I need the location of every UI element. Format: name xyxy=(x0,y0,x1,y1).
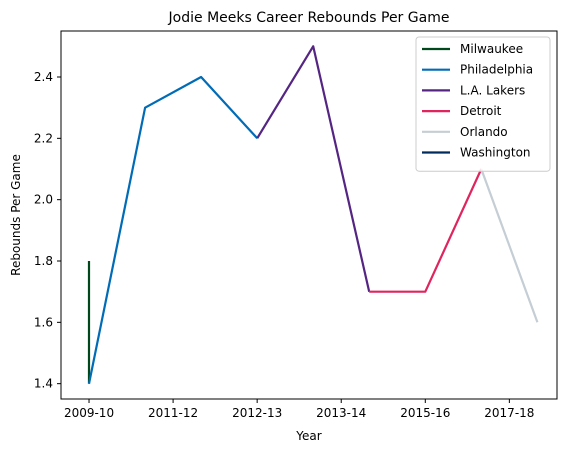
legend-label: Washington xyxy=(460,146,531,160)
y-tick-label: 1.4 xyxy=(34,377,53,391)
legend-label: Milwaukee xyxy=(460,42,523,56)
x-axis-label: Year xyxy=(295,429,321,443)
series-line-2 xyxy=(256,45,371,292)
y-tick-label: 1.8 xyxy=(34,254,53,268)
x-axis: 2009-10 2011-12 2012-13 2013-14 2015-16 2017-… xyxy=(64,399,534,420)
y-tick-label: 2.4 xyxy=(34,70,53,84)
x-tick-label: 2017-18 xyxy=(484,406,534,420)
series-line-1 xyxy=(87,75,259,384)
x-tick-label: 2015-16 xyxy=(400,406,450,420)
legend-label: Orlando xyxy=(460,125,508,139)
y-tick-label: 1.6 xyxy=(34,315,53,329)
plot-frame xyxy=(60,30,558,400)
series-layer xyxy=(87,45,539,384)
y-tick-label: 2.2 xyxy=(34,131,53,145)
x-tick-label: 2012-13 xyxy=(232,406,282,420)
chart-title: Jodie Meeks Career Rebounds Per Game xyxy=(168,10,450,26)
y-tick-label: 2.0 xyxy=(34,193,53,207)
legend-label: Detroit xyxy=(460,104,502,118)
y-axis-label: Rebounds Per Game xyxy=(9,154,23,276)
legend-label: L.A. Lakers xyxy=(460,83,525,97)
x-tick-label: 2009-10 xyxy=(64,406,114,420)
x-tick-label: 2011-12 xyxy=(148,406,198,420)
series-line-3 xyxy=(369,168,483,293)
legend: Milwaukee Philadelphia L.A. Lakers Detroit O… xyxy=(415,36,551,172)
legend-label: Philadelphia xyxy=(460,63,533,77)
y-axis: 1.4 1.6 1.8 2.0 2.2 2.4 xyxy=(34,70,61,391)
x-tick-label: 2013-14 xyxy=(316,406,366,420)
series-line-4 xyxy=(480,168,539,323)
